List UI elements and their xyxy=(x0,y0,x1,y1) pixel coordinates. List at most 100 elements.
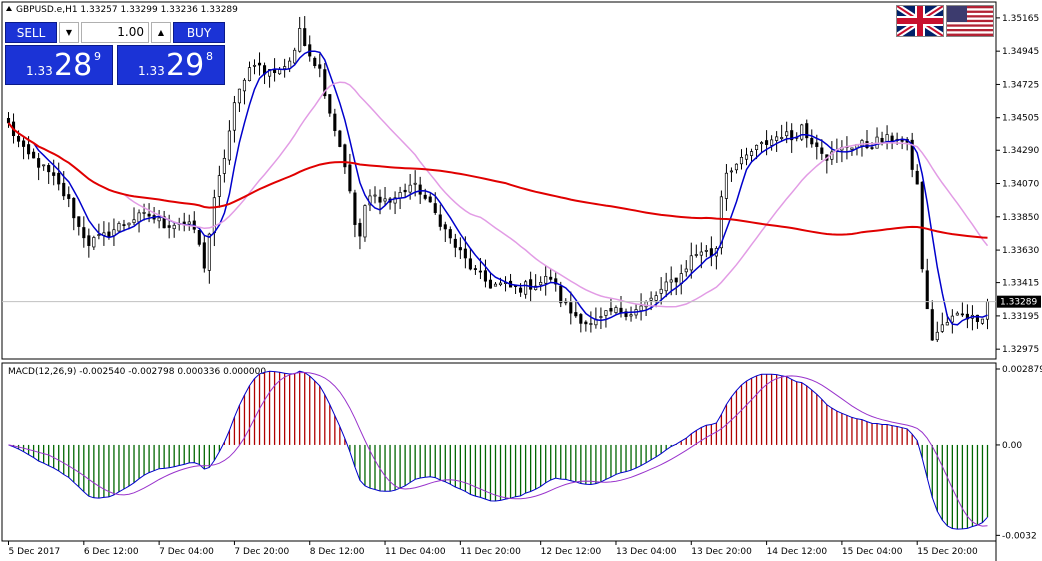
candle-body xyxy=(960,313,964,316)
lot-increase-button[interactable]: ▲ xyxy=(151,22,171,43)
y-tick-label: 1.35165 xyxy=(1002,14,1039,24)
candle-body xyxy=(584,321,588,325)
x-tick-label: 12 Dec 12:00 xyxy=(541,547,602,557)
buy-button[interactable]: BUY xyxy=(173,22,225,43)
candle xyxy=(448,226,452,244)
candle xyxy=(237,88,241,113)
candle xyxy=(619,296,623,318)
candle-body xyxy=(333,113,337,131)
candle-body xyxy=(453,238,457,248)
candle-body xyxy=(232,102,236,131)
candle-body xyxy=(328,94,332,114)
lot-size-input[interactable]: 1.00 xyxy=(81,22,149,43)
bid-price-button[interactable]: 1.33 28 9 xyxy=(5,45,113,85)
macd-y-tick-label: 0.00 xyxy=(1002,441,1022,451)
candle xyxy=(142,203,146,221)
candle xyxy=(197,229,201,247)
candle xyxy=(57,162,61,191)
candle xyxy=(805,119,809,148)
candle xyxy=(323,63,327,99)
candle-body xyxy=(257,62,262,66)
candle-body xyxy=(870,147,874,149)
candle xyxy=(910,132,914,178)
x-tick-label: 6 Dec 12:00 xyxy=(84,547,139,557)
candle-body xyxy=(187,221,191,225)
candle-body xyxy=(639,305,643,311)
candle-body xyxy=(589,323,593,325)
candle-body xyxy=(458,247,462,251)
candle xyxy=(273,58,277,82)
candle xyxy=(207,232,211,284)
uk-flag-icon[interactable] xyxy=(896,5,944,37)
candle xyxy=(940,312,944,333)
candle xyxy=(112,218,116,246)
candle-body xyxy=(498,282,503,286)
candle-body xyxy=(473,268,477,270)
candle-body xyxy=(42,164,46,167)
y-tick-label: 1.33850 xyxy=(1002,213,1039,223)
candle xyxy=(860,138,864,157)
candle xyxy=(674,277,678,296)
candle xyxy=(217,165,221,208)
candle-body xyxy=(719,196,723,249)
candle xyxy=(935,321,939,343)
candle xyxy=(227,120,231,165)
candle-body xyxy=(649,297,653,301)
candle-body xyxy=(624,311,628,317)
candle xyxy=(514,285,518,295)
candle-body xyxy=(654,295,658,301)
sell-button[interactable]: SELL xyxy=(5,22,57,43)
candle xyxy=(780,124,784,142)
candle xyxy=(152,207,156,224)
candle xyxy=(388,196,392,210)
candle xyxy=(639,293,643,321)
candle-body xyxy=(985,301,990,320)
candle-body xyxy=(930,309,934,341)
x-tick-label: 13 Dec 20:00 xyxy=(691,547,752,557)
candle-body xyxy=(147,213,151,217)
candle xyxy=(202,236,206,273)
candle xyxy=(102,221,106,246)
candle-body xyxy=(273,69,277,74)
candle xyxy=(368,189,372,212)
candle xyxy=(744,147,749,166)
current-price-label: 1.33289 xyxy=(1000,298,1037,308)
candle-body xyxy=(283,66,287,69)
candle-body xyxy=(483,270,487,282)
candle-body xyxy=(599,316,603,318)
candle xyxy=(644,300,648,316)
candle-body xyxy=(433,203,437,213)
candle-body xyxy=(117,223,121,232)
candle-body xyxy=(935,331,939,341)
candle-body xyxy=(815,142,819,147)
candle-body xyxy=(127,222,131,226)
candle xyxy=(167,214,171,239)
y-tick-label: 1.34505 xyxy=(1002,114,1039,124)
ask-price-button[interactable]: 1.33 29 8 xyxy=(117,45,225,85)
candle-body xyxy=(17,136,21,142)
candle xyxy=(739,149,744,170)
y-tick-label: 1.34070 xyxy=(1002,180,1039,190)
candle-body xyxy=(57,172,61,185)
candle xyxy=(950,309,954,334)
candle-body xyxy=(378,196,382,203)
candle-body xyxy=(554,278,558,285)
candle-body xyxy=(529,279,533,290)
candle xyxy=(232,95,236,143)
candle-body xyxy=(488,279,493,289)
candle xyxy=(614,305,618,316)
candle xyxy=(800,123,804,142)
candle-body xyxy=(699,251,703,256)
candle xyxy=(775,131,779,152)
candle-body xyxy=(755,144,759,150)
candle xyxy=(67,186,71,208)
candle xyxy=(438,204,442,231)
lot-decrease-button[interactable]: ▼ xyxy=(59,22,79,43)
candle-body xyxy=(614,307,618,313)
candle-body xyxy=(303,28,307,46)
x-tick-label: 7 Dec 04:00 xyxy=(159,547,214,557)
candle-body xyxy=(729,170,733,173)
candle xyxy=(318,53,322,78)
us-flag-icon[interactable] xyxy=(946,5,994,37)
